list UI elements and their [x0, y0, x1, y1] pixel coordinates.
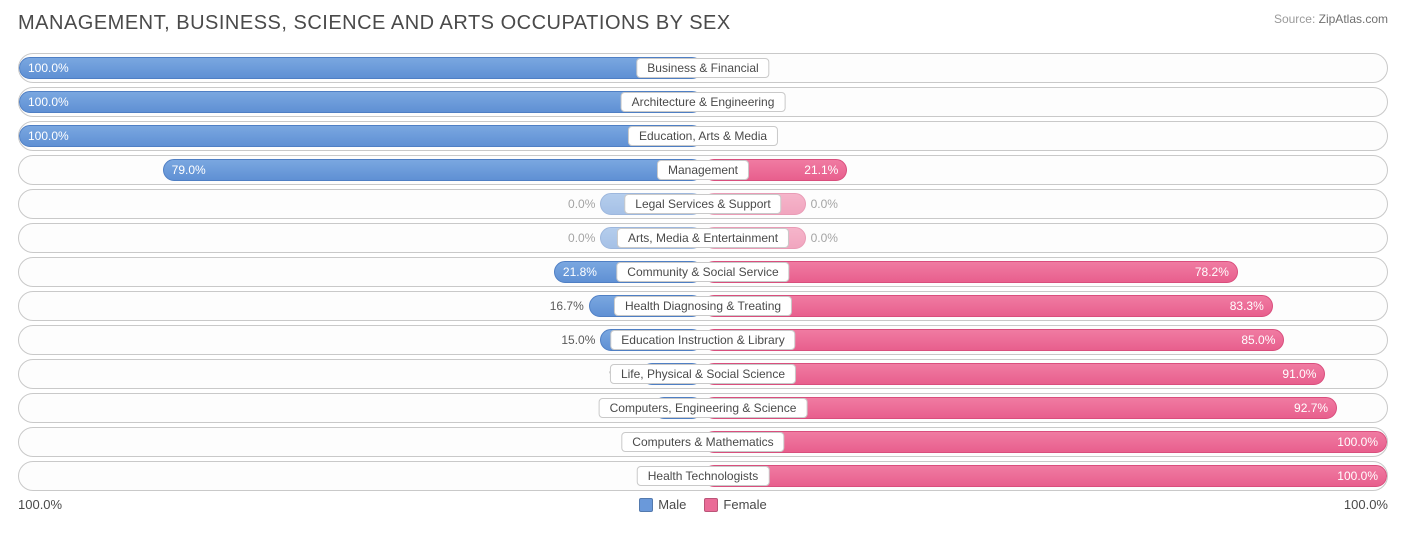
male-value-label: 79.0%	[172, 163, 206, 177]
chart-row: 79.0% 21.1% Management	[18, 155, 1388, 185]
female-bar: 100.0%	[703, 465, 1387, 487]
source-label: Source:	[1274, 12, 1315, 26]
male-value-label: 15.0%	[561, 333, 595, 347]
male-bar: 79.0%	[163, 159, 703, 181]
male-value-label: 0.0%	[568, 231, 595, 245]
category-label: Health Diagnosing & Treating	[614, 296, 792, 316]
female-value-label: 85.0%	[1241, 333, 1275, 347]
male-bar: 100.0%	[19, 57, 703, 79]
category-label: Legal Services & Support	[624, 194, 781, 214]
category-label: Business & Financial	[636, 58, 769, 78]
category-label: Computers, Engineering & Science	[599, 398, 808, 418]
legend-female-swatch	[704, 498, 718, 512]
male-bar: 100.0%	[19, 91, 703, 113]
chart-row: 15.0% 85.0% Education Instruction & Librar…	[18, 325, 1388, 355]
category-label: Education Instruction & Library	[610, 330, 795, 350]
chart-title: MANAGEMENT, BUSINESS, SCIENCE AND ARTS O…	[18, 12, 731, 35]
chart-header: MANAGEMENT, BUSINESS, SCIENCE AND ARTS O…	[18, 12, 1388, 35]
chart-row: 21.8% 78.2% Community & Social Service	[18, 257, 1388, 287]
male-value-label: 100.0%	[28, 95, 69, 109]
chart-legend: Male Female	[639, 497, 767, 512]
axis-left-label: 100.0%	[18, 497, 62, 512]
chart-row: 0.0%100.0%Health Technologists	[18, 461, 1388, 491]
female-value-label: 21.1%	[804, 163, 838, 177]
male-value-label: 100.0%	[28, 129, 69, 143]
legend-female: Female	[704, 497, 766, 512]
legend-female-label: Female	[723, 497, 766, 512]
axis-right-label: 100.0%	[1344, 497, 1388, 512]
female-value-label: 92.7%	[1294, 401, 1328, 415]
chart-row: 0.0% 0.0% Legal Services & Support	[18, 189, 1388, 219]
female-bar: 91.0%	[703, 363, 1325, 385]
female-value-label: 91.0%	[1282, 367, 1316, 381]
chart-footer: 100.0% Male Female 100.0%	[18, 497, 1388, 512]
male-value-label: 100.0%	[28, 61, 69, 75]
male-bar: 100.0%	[19, 125, 703, 147]
chart-source: Source: ZipAtlas.com	[1274, 12, 1388, 26]
female-value-label: 0.0%	[811, 197, 838, 211]
male-value-label: 21.8%	[563, 265, 597, 279]
legend-male-swatch	[639, 498, 653, 512]
chart-row: 0.0%100.0%Computers & Mathematics	[18, 427, 1388, 457]
chart-row: 16.7% 83.3% Health Diagnosing & Treating	[18, 291, 1388, 321]
chart-row: 100.0%0.0%Architecture & Engineering	[18, 87, 1388, 117]
category-label: Education, Arts & Media	[628, 126, 778, 146]
female-value-label: 83.3%	[1230, 299, 1264, 313]
chart-row: 100.0%0.0%Business & Financial	[18, 53, 1388, 83]
female-bar: 100.0%	[703, 431, 1387, 453]
female-value-label: 100.0%	[1337, 435, 1378, 449]
source-value: ZipAtlas.com	[1319, 12, 1388, 26]
male-value-label: 0.0%	[568, 197, 595, 211]
category-label: Arts, Media & Entertainment	[617, 228, 789, 248]
occupations-diverging-bar-chart: 100.0%0.0%Business & Financial100.0%0.0%…	[18, 53, 1388, 491]
female-value-label: 0.0%	[811, 231, 838, 245]
female-value-label: 78.2%	[1195, 265, 1229, 279]
category-label: Health Technologists	[637, 466, 770, 486]
category-label: Life, Physical & Social Science	[610, 364, 796, 384]
category-label: Management	[657, 160, 749, 180]
category-label: Computers & Mathematics	[621, 432, 784, 452]
category-label: Community & Social Service	[616, 262, 789, 282]
category-label: Architecture & Engineering	[621, 92, 786, 112]
chart-row: 100.0%0.0%Education, Arts & Media	[18, 121, 1388, 151]
female-value-label: 100.0%	[1337, 469, 1378, 483]
chart-row: 0.0% 0.0% Arts, Media & Entertainment	[18, 223, 1388, 253]
chart-row: 9.0%91.0%Life, Physical & Social Science	[18, 359, 1388, 389]
chart-row: 7.3%92.7%Computers, Engineering & Scienc…	[18, 393, 1388, 423]
legend-male-label: Male	[658, 497, 686, 512]
male-value-label: 16.7%	[550, 299, 584, 313]
legend-male: Male	[639, 497, 686, 512]
